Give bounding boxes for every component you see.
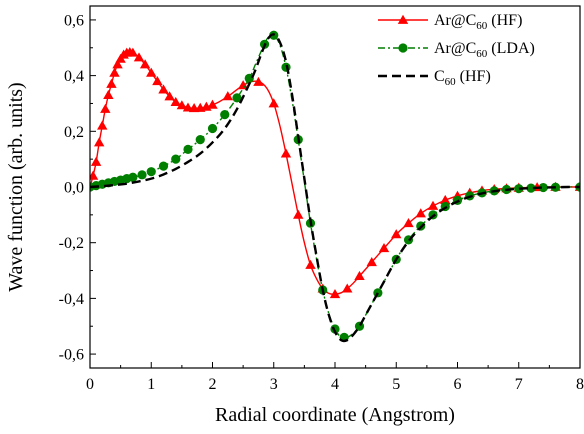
series-0: [90, 47, 580, 299]
legend-item-2: C60 (HF): [378, 68, 491, 88]
data-point: [280, 148, 292, 158]
data-point: [93, 137, 105, 147]
data-point: [158, 161, 169, 171]
data-point: [128, 172, 138, 182]
data-point: [305, 259, 316, 269]
legend-label: Ar@C60 (HF): [434, 12, 522, 32]
data-point: [366, 256, 377, 267]
y-tick-label: 0,6: [64, 12, 84, 29]
data-point: [378, 243, 390, 253]
x-tick-label: 6: [454, 376, 462, 393]
series-2: [90, 33, 580, 343]
data-point: [244, 73, 254, 83]
x-tick-label: 8: [576, 376, 584, 393]
data-point: [237, 80, 249, 90]
series-layer: [90, 30, 580, 343]
data-point: [171, 154, 181, 164]
legend-label: Ar@C60 (LDA): [434, 40, 535, 60]
legend-marker: [397, 14, 409, 24]
data-point: [146, 67, 157, 77]
data-point: [146, 167, 156, 177]
series-line: [90, 33, 580, 343]
data-point: [354, 270, 365, 281]
x-tick-label: 2: [209, 376, 217, 393]
y-tick-label: 0,4: [64, 68, 84, 85]
data-point: [112, 59, 123, 69]
y-tick-label: 0,0: [64, 180, 84, 197]
legend: Ar@C60 (HF) Ar@C60 (LDA) C60 (HF): [378, 12, 535, 88]
data-point: [183, 144, 193, 155]
x-tick-label: 0: [86, 376, 94, 393]
x-tick-label: 1: [147, 376, 155, 393]
data-point: [170, 96, 181, 106]
data-point: [220, 110, 230, 120]
data-point: [253, 76, 264, 86]
data-point: [427, 200, 439, 210]
data-point: [195, 135, 205, 145]
x-axis-label: Radial coordinate (Angstrom): [215, 404, 455, 426]
data-point: [100, 103, 111, 113]
data-point: [109, 67, 120, 77]
legend-item-0: Ar@C60 (HF): [378, 12, 522, 32]
data-point: [268, 98, 279, 108]
y-tick-label: 0,2: [64, 124, 84, 141]
data-point: [90, 156, 102, 166]
data-point: [415, 208, 426, 218]
data-point: [293, 209, 304, 219]
data-point: [133, 52, 145, 62]
data-point: [152, 75, 163, 86]
data-point: [514, 184, 524, 194]
data-point: [139, 59, 151, 69]
data-point: [526, 183, 536, 193]
data-point: [90, 170, 99, 180]
ticks-layer: 0 1 2 3 4 5 6 7 8 -0,6 -0,4 -0,2 0,0 0,2 0,4 0,6: [59, 12, 584, 393]
y-tick-label: -0,6: [59, 347, 84, 364]
data-point: [137, 170, 147, 180]
data-point: [207, 99, 218, 109]
legend-marker: [398, 43, 408, 53]
data-point: [176, 100, 188, 110]
data-point: [127, 47, 139, 57]
data-point: [391, 229, 402, 239]
data-point: [342, 283, 353, 293]
x-tick-label: 7: [515, 376, 523, 393]
y-tick-label: -0,4: [59, 291, 84, 308]
data-point: [222, 91, 234, 101]
data-point: [329, 289, 341, 299]
legend-item-1: Ar@C60 (LDA): [378, 40, 535, 60]
data-point: [106, 78, 117, 88]
x-tick-label: 3: [270, 376, 278, 393]
data-point: [232, 93, 242, 103]
data-point: [403, 218, 414, 228]
data-point: [440, 194, 451, 204]
legend-label: C60 (HF): [434, 68, 491, 88]
x-tick-label: 4: [331, 376, 339, 393]
data-point: [103, 89, 114, 100]
data-point: [158, 84, 169, 94]
data-point: [538, 182, 548, 193]
data-point: [164, 91, 175, 101]
x-tick-label: 5: [392, 376, 400, 393]
y-tick-label: -0,2: [59, 235, 84, 252]
data-point: [97, 120, 108, 130]
data-point: [207, 123, 218, 134]
y-axis-label: Wave function (arb. units): [5, 82, 27, 291]
